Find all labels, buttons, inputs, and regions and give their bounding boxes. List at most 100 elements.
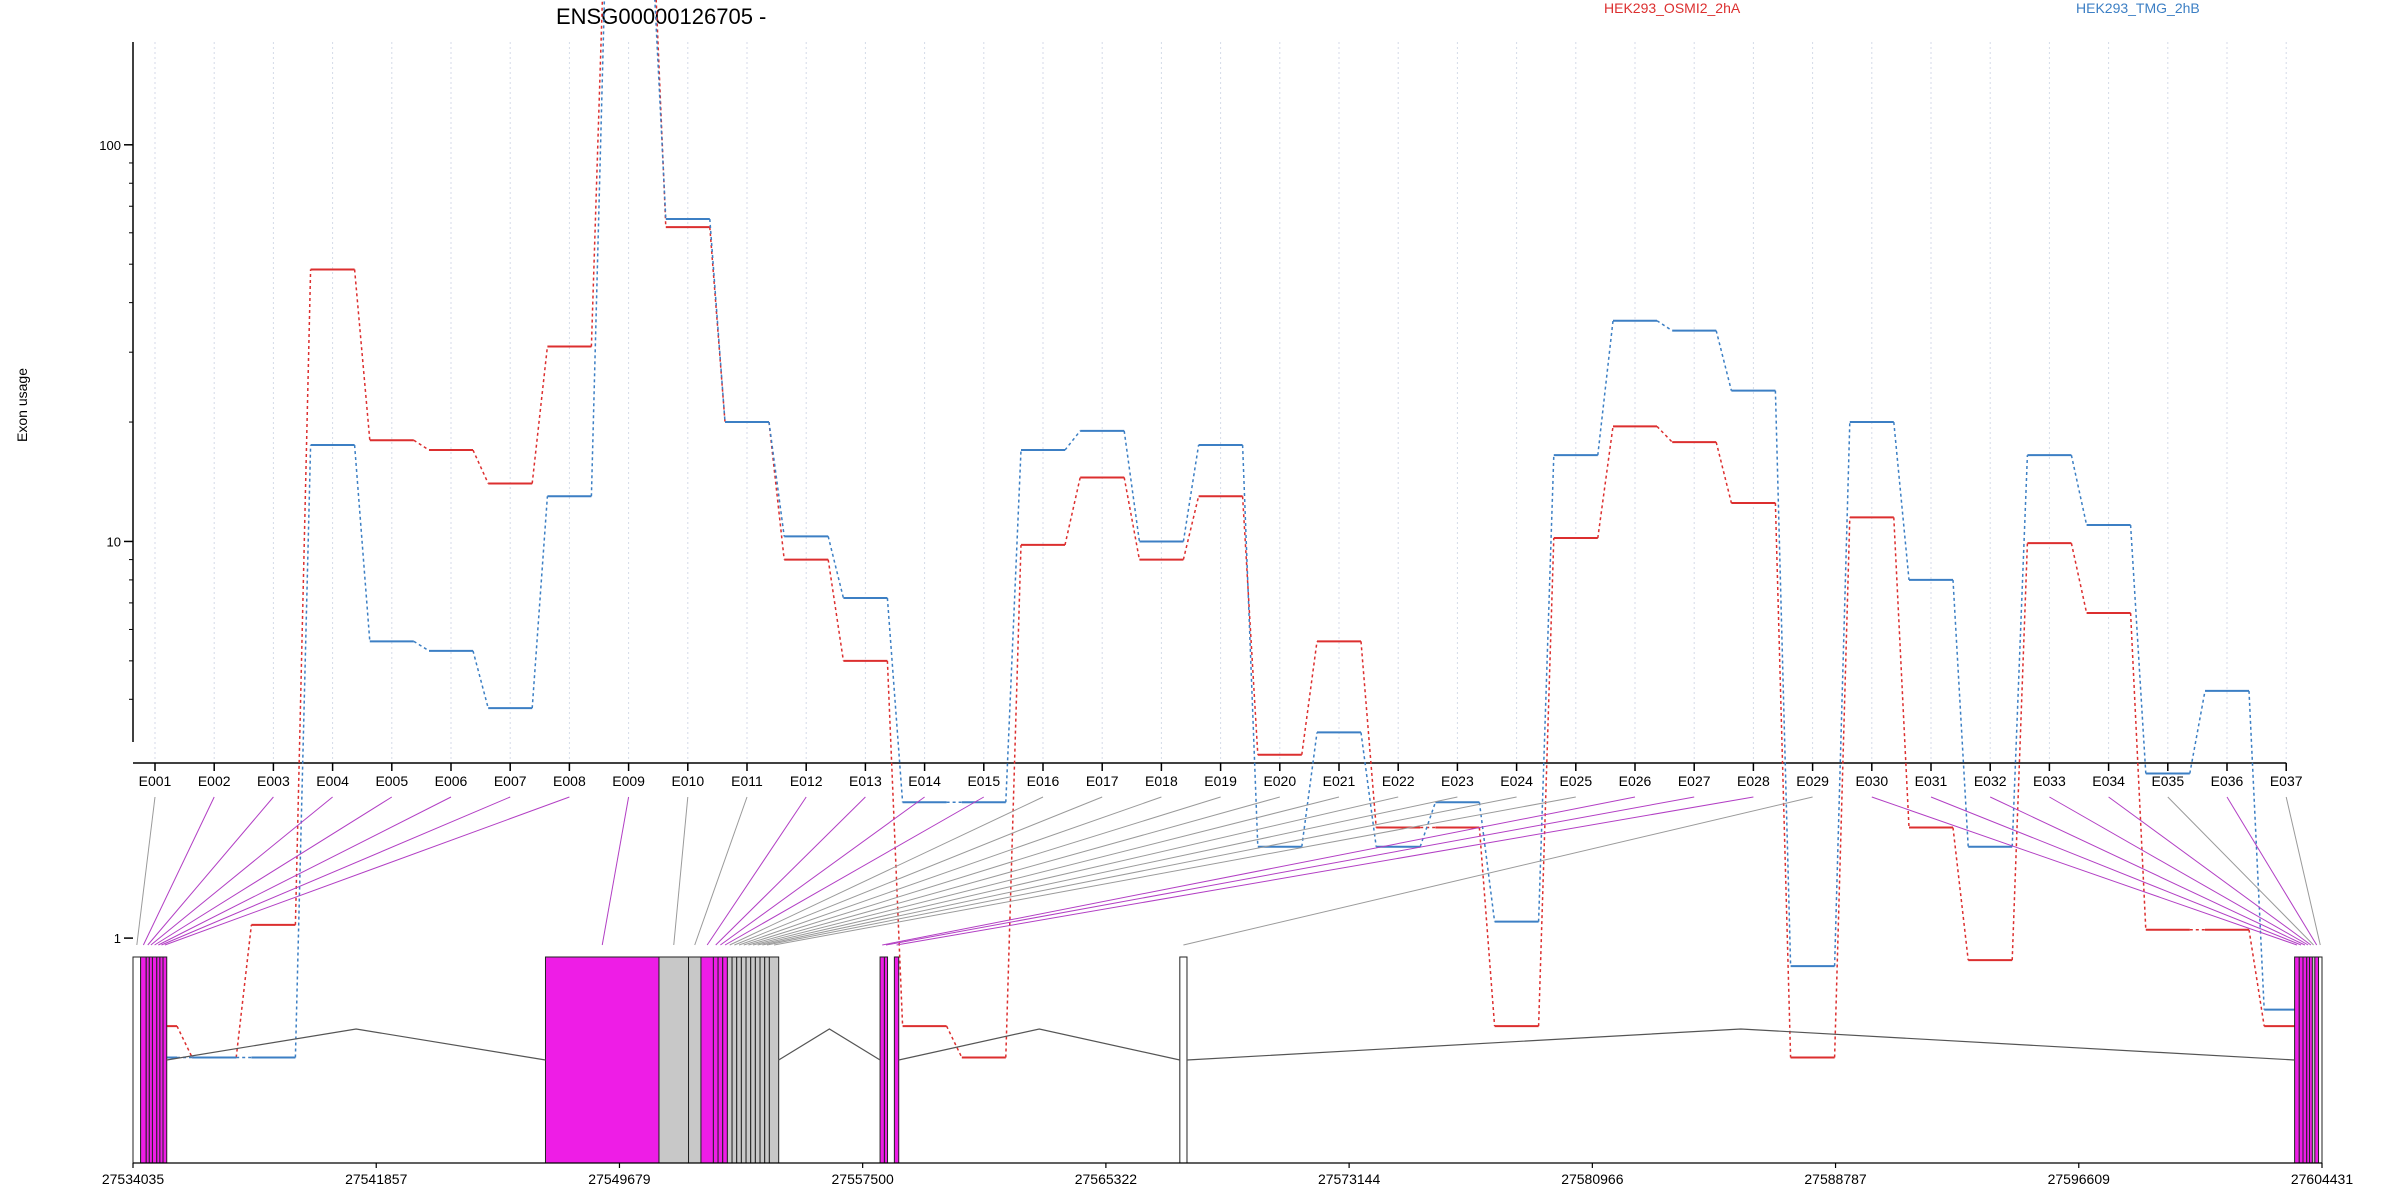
coordinate-tick-label: 27573144 — [1318, 1171, 1381, 1187]
exon-box-e036 — [2314, 956, 2320, 1164]
coordinate-tick-label: 27557500 — [832, 1171, 895, 1187]
series-lines — [133, 0, 2309, 1059]
x-tick-label-e003: E003 — [257, 773, 290, 789]
step-connector — [1597, 320, 1614, 456]
x-tick-label-e011: E011 — [731, 773, 763, 789]
step-connector — [2070, 543, 2088, 614]
intron-line — [166, 1028, 546, 1061]
x-tick-label-e007: E007 — [494, 773, 527, 789]
x-tick-label-e026: E026 — [1619, 773, 1652, 789]
step-connector — [176, 1025, 193, 1058]
exon-box-e020 — [745, 956, 752, 1164]
x-tick-label-e027: E027 — [1678, 773, 1711, 789]
x-tick-label-e009: E009 — [612, 773, 645, 789]
coordinate-tick-label: 27604431 — [2291, 1171, 2354, 1187]
x-tick-label-e008: E008 — [553, 773, 586, 789]
step-connector — [1952, 579, 1969, 847]
step-connector — [1182, 444, 1200, 542]
exon-box-e014 — [717, 956, 724, 1164]
exon-box-e009 — [544, 956, 660, 1164]
exon-box-e037 — [2318, 956, 2323, 1164]
connector-line-e012 — [706, 796, 807, 946]
exon-box-e028 — [893, 956, 900, 1164]
series-line-1 — [133, 0, 2309, 1059]
exon-box-e024 — [764, 956, 770, 1164]
step-connector — [945, 1025, 963, 1058]
x-tick-label-e005: E005 — [375, 773, 408, 789]
connector-line-e010 — [673, 796, 689, 946]
step-connector — [590, 0, 604, 347]
step-connector — [1241, 445, 1259, 847]
legend-label-series-1: HEK293_OSMI2_2hA — [1604, 0, 1741, 16]
step-connector — [827, 536, 845, 599]
exon-connector-lines — [136, 796, 2321, 946]
connector-line-e001 — [136, 796, 156, 946]
step-connector — [413, 439, 430, 451]
x-tick-label-e034: E034 — [2092, 773, 2125, 789]
step-connector — [472, 650, 489, 709]
exon-box-e029 — [1179, 956, 1188, 1164]
exon-box-e005 — [151, 956, 158, 1164]
step-connector — [886, 597, 904, 803]
y-axis-label: Exon usage — [14, 368, 30, 442]
coordinate-tick-label: 27596609 — [2048, 1171, 2111, 1187]
intron-line — [898, 1028, 1180, 1061]
exon-box-e015 — [722, 956, 728, 1164]
coordinate-tick-label: 27541857 — [345, 1171, 408, 1187]
step-connector — [1360, 641, 1377, 828]
connector-line-e020 — [748, 796, 1280, 946]
x-tick-label-e036: E036 — [2211, 773, 2244, 789]
connector-line-e004 — [150, 796, 333, 946]
exon-box-e023 — [759, 956, 766, 1164]
connector-line-e027 — [885, 796, 1695, 946]
exon-box-e027 — [883, 956, 889, 1164]
step-connector — [1833, 422, 1851, 967]
x-tick-label-e024: E024 — [1500, 773, 1533, 789]
connector-line-e021 — [752, 796, 1340, 946]
connector-line-e023 — [762, 796, 1458, 946]
exon-box-e021 — [750, 956, 756, 1164]
exon-box-e013 — [712, 956, 719, 1164]
step-connector — [1656, 425, 1673, 443]
x-tick-label-e014: E014 — [908, 773, 941, 789]
coordinate-tick-label: 27588787 — [1804, 1171, 1867, 1187]
connector-line-e007 — [161, 796, 511, 946]
connector-line-e018 — [738, 796, 1162, 946]
connector-line-e037 — [2285, 796, 2321, 946]
connector-line-e029 — [1183, 796, 1813, 946]
step-connector — [1715, 441, 1733, 504]
chart-title: ENSG00000126705 - — [556, 4, 766, 29]
intron-line — [778, 1028, 881, 1061]
x-tick-label-e012: E012 — [790, 773, 823, 789]
step-connector — [531, 346, 549, 484]
step-connector — [2248, 690, 2265, 1010]
coordinate-tick-label: 27534035 — [102, 1171, 165, 1187]
step-connector — [472, 449, 489, 484]
connector-line-e033 — [2049, 796, 2309, 946]
connector-line-e030 — [1871, 796, 2298, 946]
legend-label-series-2: HEK293_TMG_2hB — [2076, 0, 2200, 16]
x-tick-label-e031: E031 — [1915, 773, 1948, 789]
x-tick-label-e017: E017 — [1086, 773, 1119, 789]
connector-line-e006 — [158, 796, 452, 946]
connector-line-e005 — [154, 796, 393, 946]
x-tick-label-e023: E023 — [1441, 773, 1474, 789]
step-connector — [1064, 477, 1081, 546]
connector-line-e014 — [720, 796, 925, 946]
connector-line-e026 — [882, 796, 1636, 946]
connector-line-e028 — [896, 796, 1754, 946]
exon-box-e011 — [688, 956, 702, 1164]
exon-box-e031 — [2298, 956, 2304, 1164]
step-connector — [709, 218, 726, 423]
axes: 1 10 100 E001 E002 E003 E004 E005 E006 E007 E008 E0… — [99, 42, 2303, 946]
step-connector — [294, 269, 312, 925]
x-tick-label-e019: E019 — [1204, 773, 1237, 789]
step-connector — [2248, 929, 2265, 1027]
y-tick-label: 100 — [99, 138, 121, 153]
step-connector — [1537, 538, 1555, 1027]
gridlines — [154, 42, 2287, 763]
step-connector — [1182, 496, 1200, 560]
step-connector — [886, 660, 904, 1027]
step-connector — [1005, 544, 1022, 1058]
